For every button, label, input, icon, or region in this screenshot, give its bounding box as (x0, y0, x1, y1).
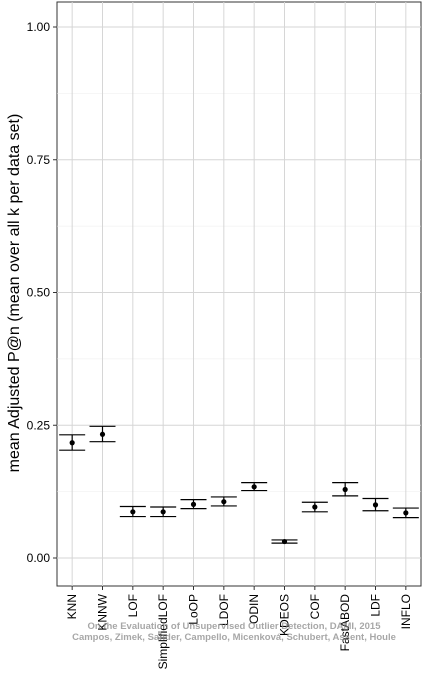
x-tick-label: FastABOD (338, 594, 352, 652)
major-gridlines (57, 2, 421, 586)
y-tick-label: 0.75 (27, 153, 51, 167)
x-tick-label: KNNW (96, 593, 110, 630)
watermark-line-1: On the Evaluation of Unsupervised Outlie… (88, 621, 382, 632)
watermark-line-2: Campos, Zimek, Sander, Campello, Micenko… (72, 632, 396, 643)
minor-gridlines (57, 93, 421, 492)
plot-panel (56, 1, 422, 587)
y-tick-label: 0.25 (27, 418, 51, 432)
mean-point (69, 440, 75, 446)
mean-point (342, 486, 348, 493)
x-tick-label: SimplifiedLOF (156, 594, 170, 669)
x-axis-ticks: KNN KNNW LOF SimplifiedLOF LoOP LDOF ODIN KDEOS… (65, 586, 413, 669)
mean-point (190, 501, 197, 507)
y-tick-label: 0.00 (27, 551, 51, 565)
mean-point (251, 484, 257, 490)
y-tick-label: 1.00 (27, 20, 51, 34)
mean-point (160, 509, 166, 515)
x-tick-label: COF (308, 594, 322, 619)
x-tick-label: INFLO (399, 594, 413, 629)
mean-point (130, 509, 136, 515)
x-tick-label: LDF (369, 594, 383, 617)
x-tick-label: LDOF (217, 594, 231, 626)
y-axis-ticks: 0.00 0.25 0.50 0.75 1.00 (27, 20, 57, 565)
mean-point (312, 504, 318, 510)
x-tick-label: LoOP (187, 594, 201, 625)
mean-points (69, 431, 409, 545)
x-tick-label: KDEOS (278, 594, 292, 636)
x-tick-label: LOF (126, 594, 140, 617)
mean-point (403, 510, 409, 516)
mean-point (99, 431, 106, 437)
x-tick-label: KNN (65, 594, 79, 619)
mean-point (372, 502, 379, 508)
mean-point (221, 499, 227, 505)
y-axis-title: mean Adjusted P@n (mean over all k per d… (6, 114, 23, 473)
x-tick-label: ODIN (247, 594, 261, 624)
y-tick-label: 0.50 (27, 286, 51, 300)
mean-point (281, 538, 288, 545)
